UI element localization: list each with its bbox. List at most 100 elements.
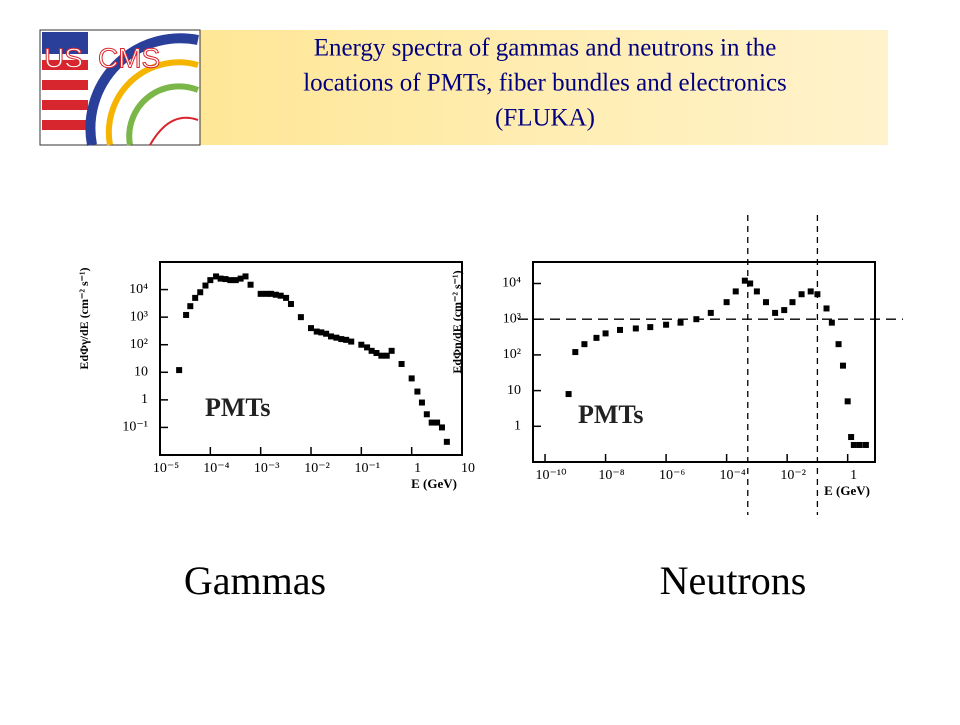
x-tick-label: 10⁻⁵ bbox=[153, 461, 179, 476]
logo-right: CMS bbox=[98, 42, 160, 73]
data-point bbox=[434, 419, 441, 426]
data-point bbox=[187, 303, 194, 310]
data-point bbox=[277, 292, 284, 299]
data-point bbox=[227, 277, 234, 284]
data-point bbox=[383, 352, 390, 359]
data-point bbox=[192, 294, 199, 301]
data-point bbox=[343, 336, 350, 343]
data-point bbox=[237, 275, 244, 282]
data-point bbox=[207, 277, 214, 284]
data-point bbox=[732, 288, 739, 295]
data-point bbox=[723, 299, 730, 306]
x-tick-label: 10⁻⁴ bbox=[719, 468, 745, 483]
data-point bbox=[443, 438, 450, 445]
x-tick-label: 10⁻⁶ bbox=[659, 468, 685, 483]
data-point bbox=[602, 330, 609, 337]
data-point bbox=[373, 350, 380, 357]
data-point bbox=[222, 276, 229, 283]
x-axis-label: E (GeV) bbox=[824, 483, 870, 498]
data-point bbox=[856, 441, 863, 448]
x-tick-label: 1 bbox=[414, 461, 421, 476]
data-point bbox=[257, 290, 264, 297]
data-point bbox=[348, 338, 355, 345]
y-tick-label: 10⁻¹ bbox=[122, 420, 148, 435]
y-tick-label: 10⁴ bbox=[502, 276, 521, 291]
data-point bbox=[378, 352, 385, 359]
data-point bbox=[217, 275, 224, 282]
annotation: PMTs bbox=[205, 393, 271, 422]
y-tick-label: 10² bbox=[130, 337, 148, 352]
x-tick-label: 10⁻¹⁰ bbox=[535, 468, 567, 483]
data-point bbox=[581, 341, 588, 348]
x-tick-label: 10 bbox=[461, 461, 475, 476]
x-tick-label: 10⁻³ bbox=[254, 461, 280, 476]
data-point bbox=[364, 344, 371, 351]
data-point bbox=[789, 299, 796, 306]
y-axis-label: EdΦn/dE (cm⁻² s⁻¹) bbox=[450, 270, 464, 373]
data-point bbox=[781, 307, 788, 314]
data-point bbox=[197, 289, 204, 296]
title-line: locations of PMTs, fiber bundles and ele… bbox=[303, 70, 787, 97]
data-point bbox=[408, 375, 415, 382]
data-point bbox=[308, 325, 314, 332]
data-point bbox=[839, 362, 846, 369]
data-point bbox=[848, 434, 855, 441]
data-point bbox=[663, 321, 670, 328]
y-tick-label: 1 bbox=[514, 419, 521, 434]
data-point bbox=[707, 309, 714, 316]
data-point bbox=[358, 341, 365, 348]
data-point bbox=[753, 288, 760, 295]
data-point bbox=[572, 349, 579, 356]
data-point bbox=[232, 277, 239, 284]
x-tick-label: 10⁻¹ bbox=[355, 461, 381, 476]
data-point bbox=[287, 300, 294, 307]
data-point bbox=[247, 281, 254, 288]
data-point bbox=[318, 329, 325, 336]
data-point bbox=[747, 280, 754, 287]
logo: US CMS bbox=[39, 29, 201, 146]
data-point bbox=[835, 341, 842, 348]
data-point bbox=[814, 291, 821, 298]
data-point bbox=[333, 334, 340, 341]
data-point bbox=[823, 305, 830, 312]
chart-caption: Neutrons bbox=[660, 558, 807, 603]
y-tick-label: 10 bbox=[134, 365, 148, 380]
data-point bbox=[807, 288, 814, 295]
data-point bbox=[267, 290, 274, 297]
x-tick-label: 10⁻² bbox=[780, 468, 806, 483]
data-point bbox=[798, 291, 805, 298]
y-axis-label: EdΦγ/dE (cm⁻² s⁻¹) bbox=[77, 267, 91, 369]
data-point bbox=[423, 411, 430, 418]
data-point bbox=[772, 309, 779, 316]
y-tick-label: 10³ bbox=[130, 309, 148, 324]
data-point bbox=[828, 319, 835, 326]
data-point bbox=[677, 319, 684, 326]
data-point bbox=[593, 334, 600, 341]
data-point bbox=[297, 314, 304, 321]
title-line: Energy spectra of gammas and neutrons in… bbox=[314, 35, 777, 62]
data-point bbox=[368, 347, 375, 354]
data-point bbox=[418, 399, 425, 406]
data-point bbox=[388, 347, 395, 354]
data-point bbox=[283, 294, 290, 301]
data-point bbox=[328, 333, 335, 340]
x-axis-label: E (GeV) bbox=[411, 476, 457, 491]
data-point bbox=[414, 388, 421, 395]
data-point bbox=[850, 441, 857, 448]
x-tick-label: 1 bbox=[850, 468, 857, 483]
data-point bbox=[272, 291, 279, 298]
annotation: PMTs bbox=[578, 400, 644, 429]
data-point bbox=[202, 282, 209, 289]
data-point bbox=[438, 424, 445, 431]
data-point bbox=[183, 311, 190, 318]
data-point bbox=[176, 367, 183, 374]
data-point bbox=[632, 325, 639, 332]
data-point bbox=[565, 391, 572, 398]
logo-left: US bbox=[44, 42, 83, 73]
x-tick-label: 10⁻⁴ bbox=[203, 461, 229, 476]
x-tick-label: 10⁻² bbox=[304, 461, 330, 476]
data-point bbox=[741, 277, 748, 284]
data-point bbox=[323, 330, 330, 337]
x-tick-label: 10⁻⁸ bbox=[598, 468, 624, 483]
